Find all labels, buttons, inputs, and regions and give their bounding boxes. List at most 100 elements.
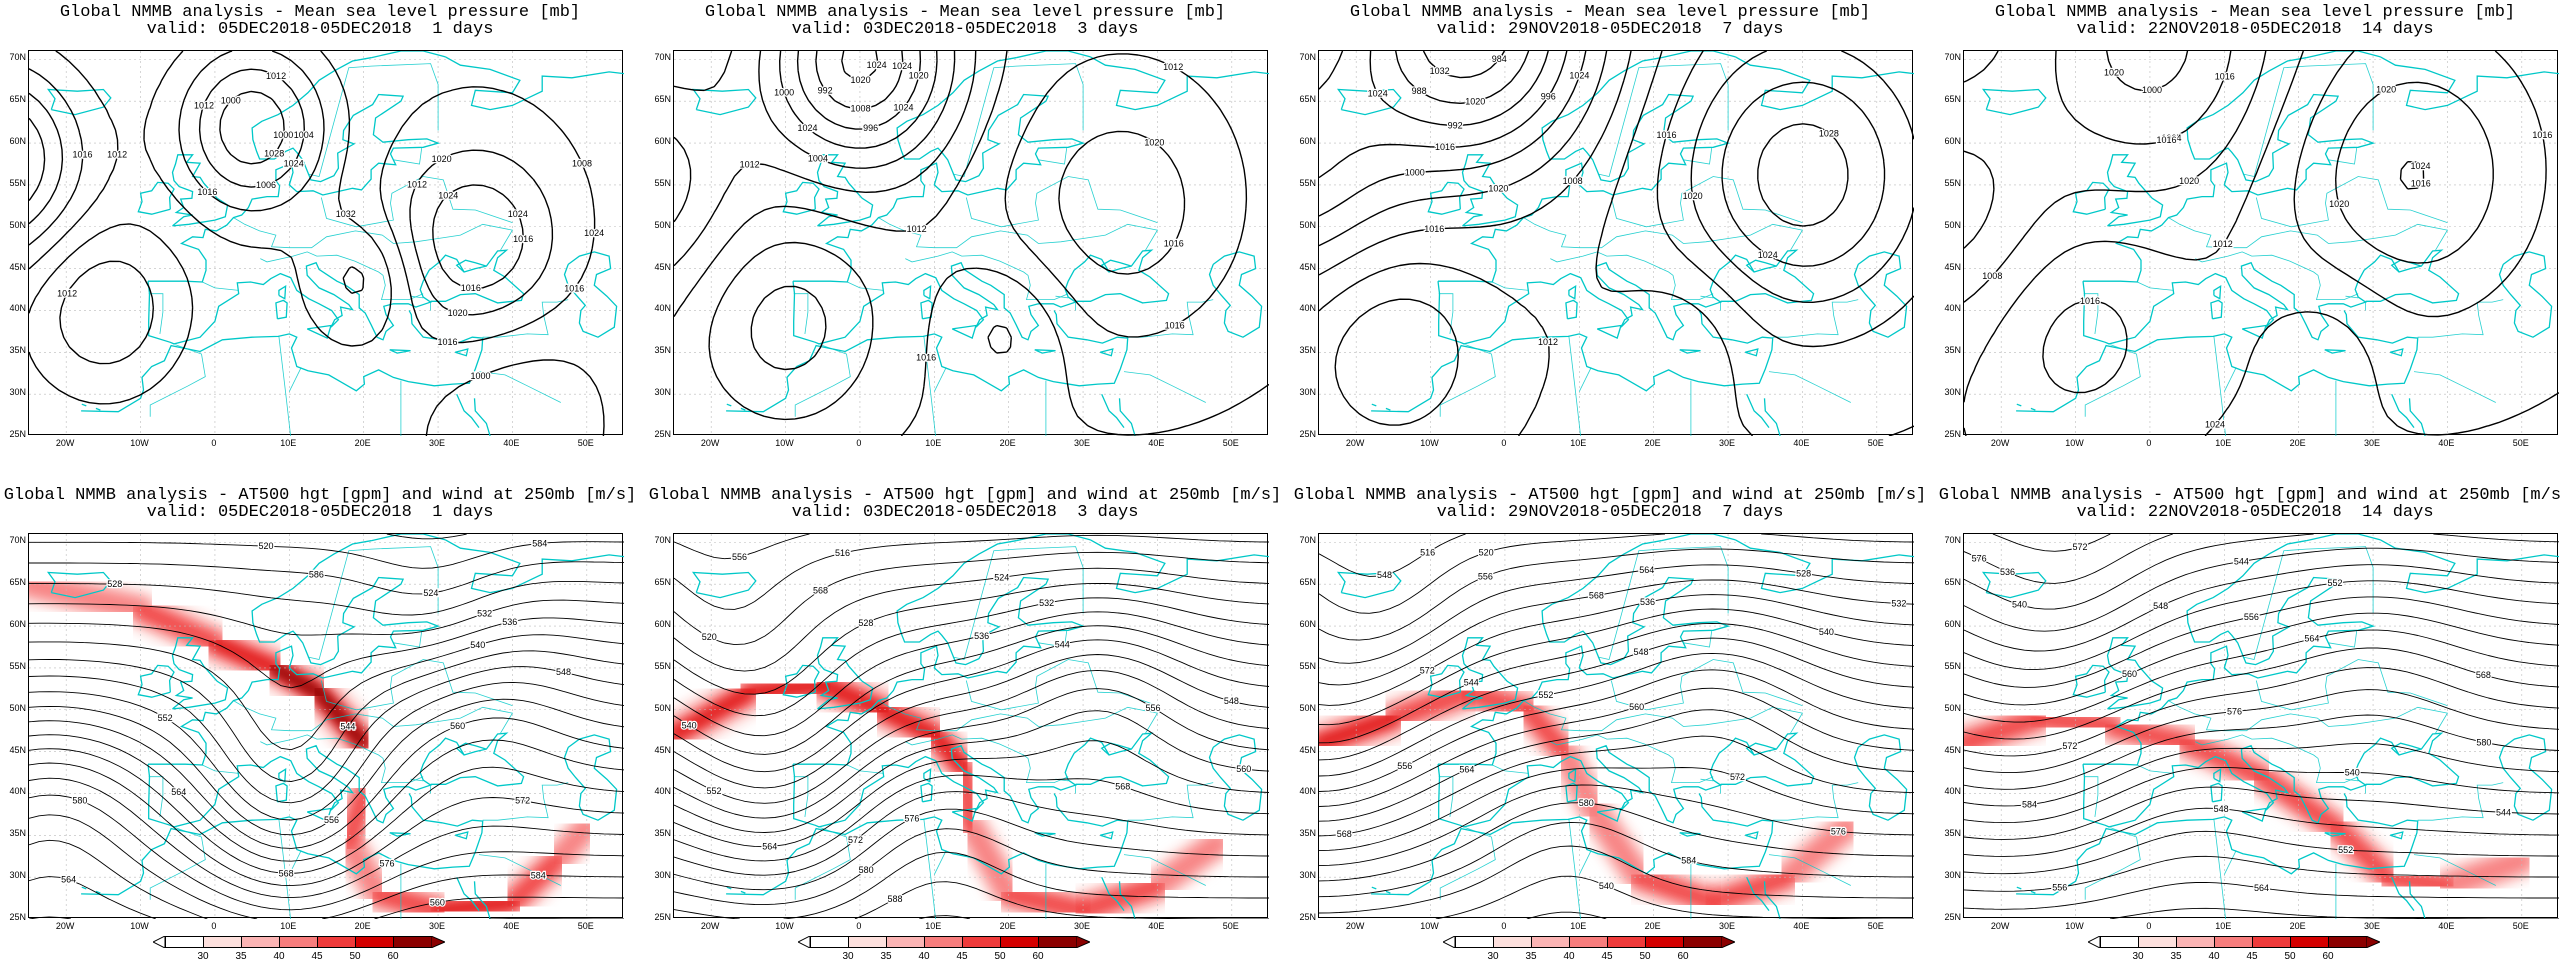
contour-label: 1012 [1538,337,1558,347]
colorbar-label: 35 [2170,951,2182,962]
wind-colorbar: 30 35 40 45 50 60 [2088,936,2386,966]
mslp-panel-3days: Global NMMB analysis - Mean sea level pr… [645,0,1285,480]
latitude-label: 25N [654,429,671,439]
contour-label: 576 [1972,554,1987,564]
latitude-label: 30N [654,870,671,881]
contour-label: 564 [2254,883,2269,893]
contour-label: 560 [430,897,445,907]
panel-title: Global NMMB analysis - Mean sea level pr… [704,3,1226,22]
contour-label: 1024 [1569,71,1589,81]
contour-label: 588 [888,894,903,904]
colorbar-swatch [962,936,1001,948]
contour-label: 992 [1448,120,1463,130]
contour-label: 1020 [2104,68,2124,78]
colorbar-swatch [810,936,849,948]
latitude-label: 55N [1944,660,1961,671]
contour-label: 564 [171,787,186,797]
contour-label: 572 [2062,741,2077,751]
longitude-label: 20E [1644,438,1661,448]
contour-label: 552 [2338,845,2353,855]
longitude-label: 40E [1793,438,1810,448]
colorbar-swatch [848,936,887,948]
contour-label: 584 [531,870,546,880]
contour-label: 586 [309,569,324,579]
panel-title: Global NMMB analysis - AT500 hgt [gpm] a… [1293,486,1927,505]
contour-label: 552 [706,786,721,796]
colorbar-swatch [2328,936,2367,948]
colorbar-label: 60 [2322,951,2334,962]
contour-label: 528 [858,618,873,628]
contour-label: 1024 [797,123,817,133]
contour-label: 1024 [894,102,914,112]
latitude-label: 30N [1299,387,1316,398]
panel-title: Global NMMB analysis - AT500 hgt [gpm] a… [648,486,1282,505]
latitude-label: 35N [1299,345,1316,356]
contour-label: 564 [1639,565,1654,575]
colorbar-swatch [886,936,925,948]
latitude-label: 30N [1944,870,1961,881]
latitude-label: 40N [654,303,671,314]
contour-label: 1024 [584,228,604,238]
colorbar-swatch [279,936,318,948]
latitude-label: 35N [9,345,26,356]
longitude-label: 10W [1420,921,1439,931]
contour-lines [1964,534,2559,919]
contour-label: 584 [2022,799,2037,809]
contour-label: 1020 [851,75,871,85]
contour-label: 520 [702,632,717,642]
contour-label: 1000 [273,130,293,140]
longitude-label: 20W [1345,921,1365,931]
longitude-label: 50E [1867,438,1884,448]
latitude-label: 70N [1944,535,1961,546]
contour-label: 1028 [264,148,284,158]
latitude-label: 40N [1944,786,1961,797]
latitude-label: 60N [1299,136,1316,147]
longitude-label: 10E [925,921,942,931]
colorbar-swatch [2100,936,2139,948]
longitude-label: 20W [1990,921,2010,931]
contour-label: 1016 [73,150,93,160]
latitude-label: 60N [1944,136,1961,147]
longitude-label: 30E [429,921,446,931]
panel-valid-period: valid: 03DEC2018-05DEC2018 3 days [791,20,1139,39]
latitude-label: 70N [1299,535,1316,546]
contour-label: 564 [762,841,777,851]
latitude-label: 55N [9,660,26,671]
colorbar-swatch [393,936,432,948]
contour-label: 548 [2214,804,2229,814]
panel-valid-period: valid: 03DEC2018-05DEC2018 3 days [791,503,1139,522]
contour-label: 532 [477,609,492,619]
contour-label: 584 [532,539,547,549]
longitude-label: 0 [1501,438,1507,448]
longitude-label: 30E [1719,438,1736,448]
latitude-label: 45N [1944,744,1961,755]
contour-label: 1020 [909,71,929,81]
colorbar-swatch [2252,936,2291,948]
latitude-label: 65N [654,94,671,105]
contour-label: 528 [107,579,122,589]
contour-label: 568 [2476,670,2491,680]
contour-label: 524 [423,588,438,598]
contour-label: 584 [1681,856,1696,866]
contour-label: 540 [1819,627,1834,637]
colorbar-swatch [1531,936,1570,948]
contour-label: 1012 [907,224,927,234]
panel-title: Global NMMB analysis - Mean sea level pr… [1994,3,2516,22]
contour-label: 1020 [2376,85,2396,95]
contour-label: 560 [1629,702,1644,712]
wind-250mb-shading [674,659,1237,919]
wind-colorbar: 30 35 40 45 50 60 [1443,936,1741,966]
contour-label: 1016 [197,187,217,197]
latitude-label: 70N [9,535,26,546]
contour-label: 1016 [1165,321,1185,331]
colorbar-label: 30 [842,951,854,962]
contour-label: 1008 [1563,176,1583,186]
contour-label: 1016 [564,284,584,294]
contour-label: 544 [2496,807,2511,817]
contour-label: 1012 [57,289,77,299]
longitude-label: 30E [1719,921,1736,931]
contour-label: 548 [2153,601,2168,611]
latitude-label: 65N [9,577,26,588]
longitude-label: 20W [700,921,720,931]
contour-label: 576 [904,813,919,823]
